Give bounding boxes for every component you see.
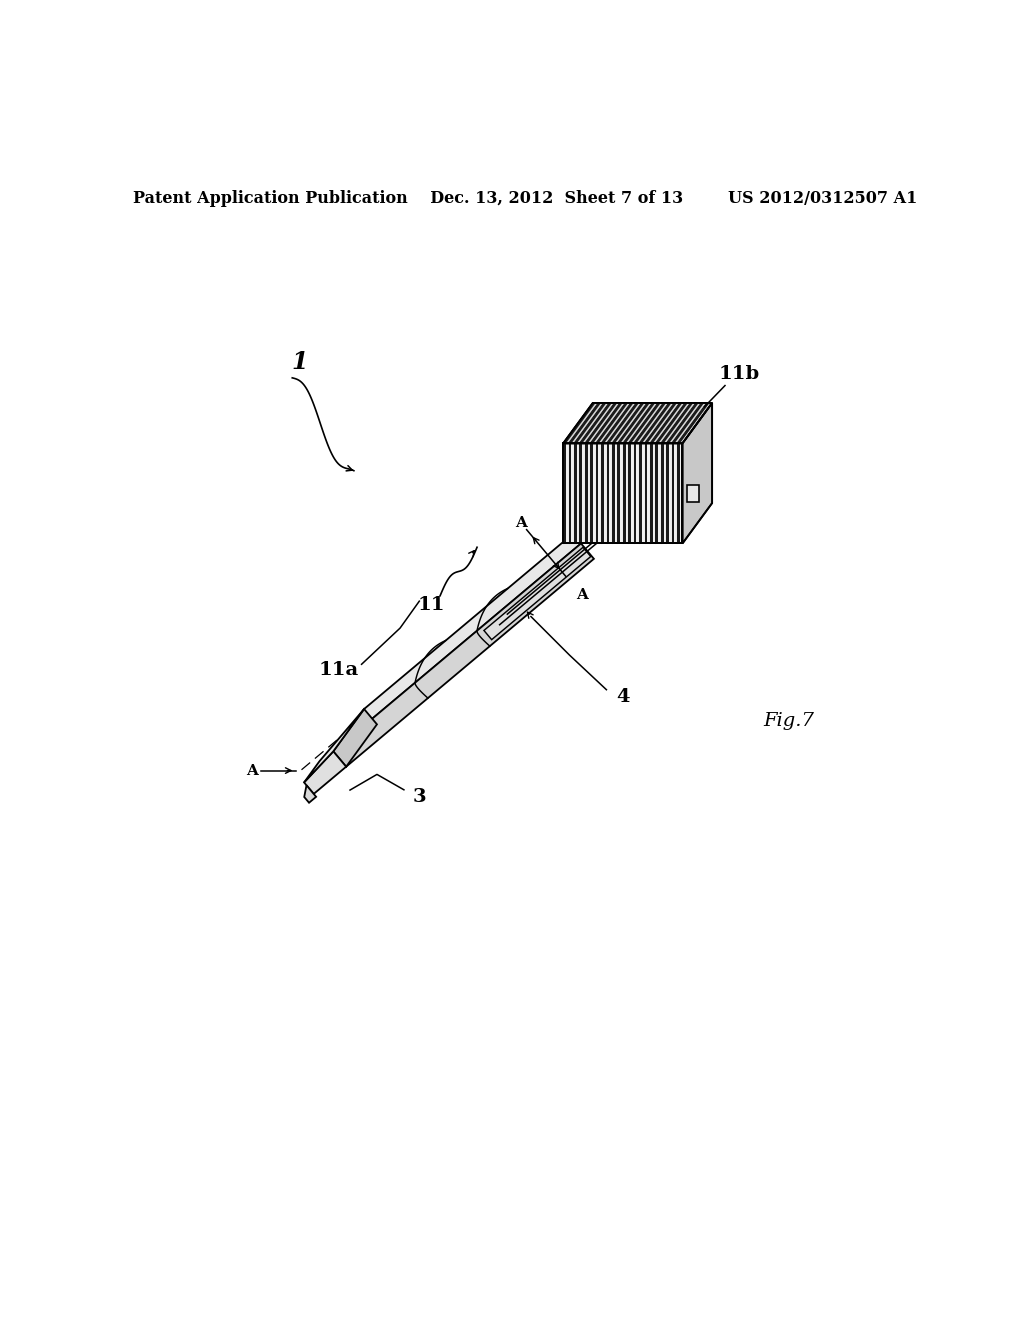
Polygon shape [623,444,626,544]
Polygon shape [606,403,639,444]
Text: 1: 1 [292,350,308,375]
Polygon shape [639,403,672,444]
Polygon shape [585,403,617,444]
Text: A: A [575,589,588,602]
Polygon shape [612,403,644,444]
Polygon shape [629,403,660,444]
Polygon shape [687,486,699,503]
Polygon shape [660,444,664,544]
Polygon shape [650,403,682,444]
Polygon shape [333,502,611,751]
Polygon shape [655,403,688,444]
Polygon shape [563,444,566,544]
Polygon shape [563,403,712,444]
Polygon shape [672,403,705,444]
Polygon shape [677,403,710,444]
Text: 3: 3 [413,788,426,807]
Polygon shape [667,444,669,544]
Polygon shape [590,403,623,444]
Polygon shape [644,444,647,544]
Polygon shape [568,403,601,444]
Polygon shape [574,403,606,444]
Polygon shape [655,444,658,544]
Text: A: A [515,516,526,529]
Polygon shape [585,444,588,544]
Polygon shape [672,444,675,544]
Text: 11: 11 [417,597,444,614]
Polygon shape [333,709,377,767]
Polygon shape [580,444,583,544]
Polygon shape [590,444,593,544]
Polygon shape [574,444,577,544]
Text: 11a: 11a [318,661,358,680]
Polygon shape [304,785,316,803]
Polygon shape [617,403,650,444]
Text: A: A [247,763,258,777]
Polygon shape [596,444,598,544]
Polygon shape [612,444,614,544]
Polygon shape [568,444,571,544]
Polygon shape [667,403,698,444]
Polygon shape [333,544,594,767]
Polygon shape [304,709,365,783]
Polygon shape [606,444,609,544]
Polygon shape [304,751,346,793]
Polygon shape [596,403,628,444]
Polygon shape [650,444,652,544]
Polygon shape [634,444,637,544]
Polygon shape [563,403,596,444]
Polygon shape [682,403,712,544]
Text: Fig.7: Fig.7 [764,711,814,730]
Polygon shape [644,403,677,444]
Polygon shape [634,403,667,444]
Polygon shape [660,403,693,444]
Text: Patent Application Publication    Dec. 13, 2012  Sheet 7 of 13        US 2012/03: Patent Application Publication Dec. 13, … [133,190,916,207]
Polygon shape [601,403,634,444]
Polygon shape [580,403,612,444]
Polygon shape [677,444,680,544]
Polygon shape [617,444,621,544]
Polygon shape [629,444,631,544]
Polygon shape [639,444,642,544]
Polygon shape [484,548,591,640]
Polygon shape [563,444,682,544]
Text: 11b: 11b [718,366,760,383]
Polygon shape [623,403,655,444]
Text: 4: 4 [616,689,630,706]
Polygon shape [601,444,604,544]
